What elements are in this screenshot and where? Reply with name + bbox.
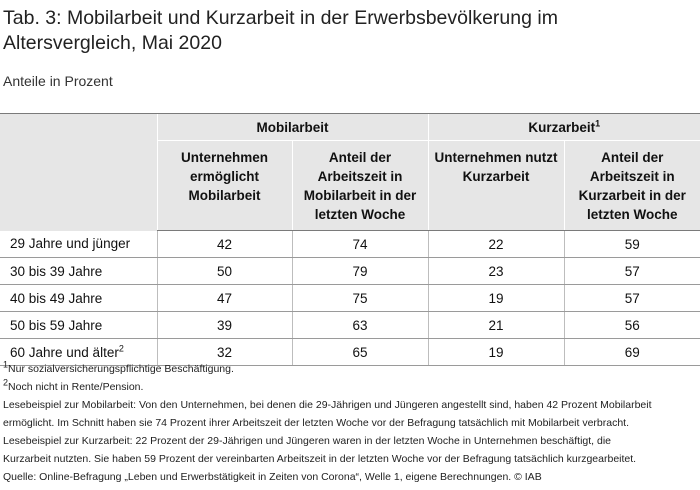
table-cell: 23: [427, 257, 565, 285]
reading-example-mobilarbeit-cont: ermöglicht. Im Schnitt haben sie 74 Proz…: [3, 417, 630, 429]
footnote-marker: 1: [595, 118, 601, 128]
reading-example-kurzarbeit: Lesebeispiel zur Kurzarbeit: 22 Prozent …: [3, 435, 612, 447]
table-notes: 1Nur sozialversicherungspflichtige Besch…: [3, 360, 699, 486]
table-cell: 19: [427, 338, 565, 366]
group-mobilarbeit-label: Mobilarbeit: [256, 119, 329, 135]
header-blank-cell: [0, 113, 157, 231]
group-header-mobilarbeit: Mobilarbeit: [156, 113, 429, 141]
table-row: 30 bis 39 Jahre 50 79 23 57: [0, 257, 700, 285]
table-cell: 69: [563, 338, 700, 366]
table-cell: 47: [156, 284, 292, 312]
footnote-1: 1Nur sozialversicherungspflichtige Besch…: [3, 359, 234, 375]
row-label: 60 Jahre und älter2: [0, 338, 157, 366]
row-label: 29 Jahre und jünger: [0, 230, 157, 258]
table-cell: 56: [563, 311, 700, 339]
table-cell: 63: [291, 311, 429, 339]
table-row: 29 Jahre und jünger 42 74 22 59: [0, 230, 700, 258]
column-header: Unternehmen nutzt Kurzarbeit: [427, 140, 565, 231]
row-label: 40 bis 49 Jahre: [0, 284, 157, 312]
data-table: Mobilarbeit Kurzarbeit1 Unternehmen ermö…: [0, 113, 700, 366]
table-cell: 32: [156, 338, 292, 366]
group-header-row: Mobilarbeit Kurzarbeit1: [0, 113, 700, 231]
table-row: 40 bis 49 Jahre 47 75 19 57: [0, 284, 700, 312]
footnote-marker: 2: [118, 343, 124, 353]
table-title: Tab. 3: Mobilarbeit und Kurzarbeit in de…: [3, 7, 558, 54]
column-header: Anteil der Arbeitszeit in Kurzarbeit in …: [563, 140, 700, 231]
column-header-row: Unternehmen ermöglicht Mobilarbeit Antei…: [0, 140, 700, 231]
row-label: 30 bis 39 Jahre: [0, 257, 157, 285]
reading-example-mobilarbeit: Lesebeispiel zur Mobilarbeit: Von den Un…: [3, 399, 652, 411]
table-cell: 22: [427, 230, 565, 258]
table-cell: 21: [427, 311, 565, 339]
column-header: Unternehmen ermöglicht Mobilarbeit: [156, 140, 292, 231]
table-row: 60 Jahre und älter2 32 65 19 69: [0, 338, 700, 366]
reading-example-kurzarbeit-cont: Kurzarbeit nutzten. Sie haben 59 Prozent…: [3, 453, 637, 465]
footnote-2: 2Noch nicht in Rente/Pension.: [3, 377, 144, 393]
table-cell: 75: [291, 284, 429, 312]
table-subtitle: Anteile in Prozent: [3, 73, 113, 89]
table-cell: 65: [291, 338, 429, 366]
table-cell: 42: [156, 230, 292, 258]
table-cell: 57: [563, 284, 700, 312]
group-kurzarbeit-label: Kurzarbeit: [528, 119, 596, 135]
table-cell: 59: [563, 230, 700, 258]
group-header-kurzarbeit: Kurzarbeit1: [427, 113, 700, 141]
source-note: Quelle: Online-Befragung „Leben und Erwe…: [3, 471, 542, 483]
table-cell: 19: [427, 284, 565, 312]
row-label: 50 bis 59 Jahre: [0, 311, 157, 339]
column-header: Anteil der Arbeitszeit in Mobilarbeit in…: [291, 140, 429, 231]
table-cell: 74: [291, 230, 429, 258]
table-cell: 50: [156, 257, 292, 285]
table-cell: 57: [563, 257, 700, 285]
table-row: 50 bis 59 Jahre 39 63 21 56: [0, 311, 700, 339]
table-cell: 79: [291, 257, 429, 285]
table-cell: 39: [156, 311, 292, 339]
